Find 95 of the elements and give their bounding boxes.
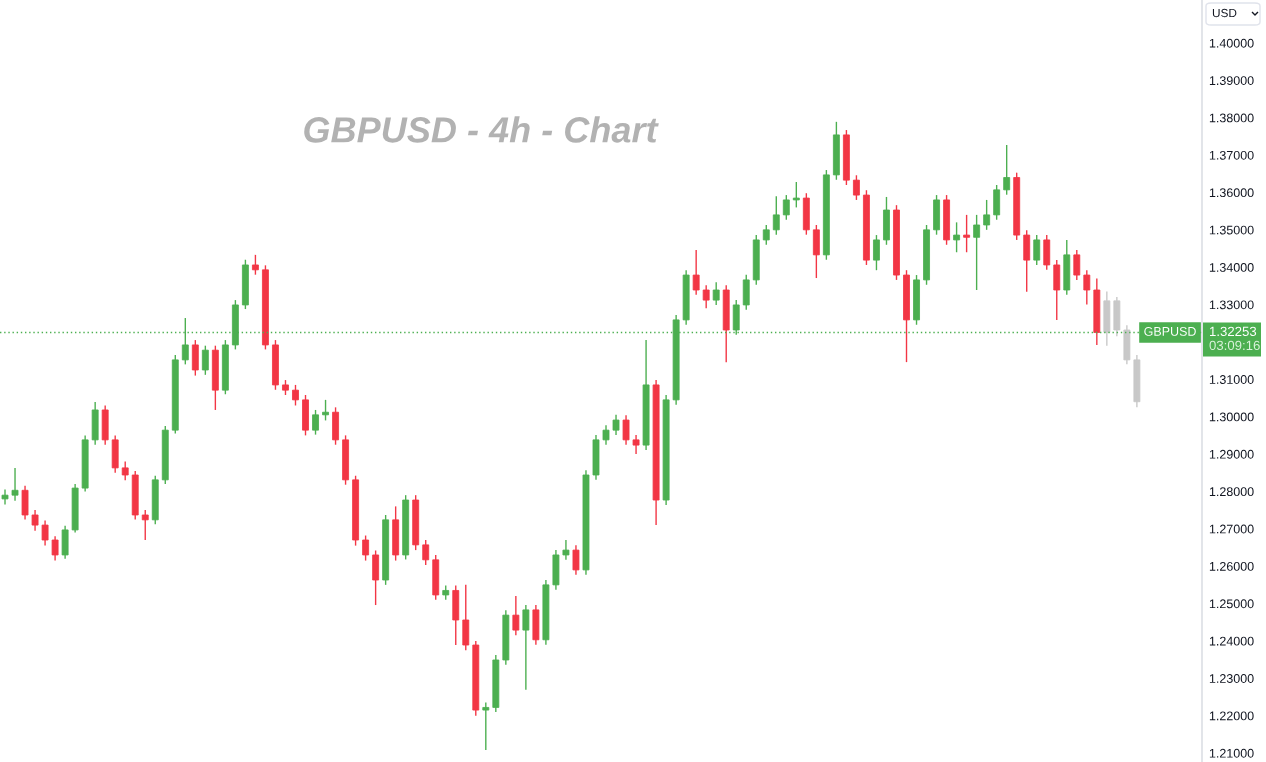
candlestick	[953, 221, 961, 253]
y-tick-label: 1.39000	[1209, 76, 1254, 85]
y-tick-label: 1.29000	[1209, 449, 1254, 459]
candlestick	[31, 509, 39, 532]
candlestick	[983, 199, 991, 231]
candlestick	[41, 519, 49, 547]
y-tick-label: 1.26000	[1209, 561, 1254, 571]
y-tick-label: 1.28000	[1209, 487, 1254, 497]
candlestick	[191, 339, 199, 377]
candlestick	[372, 549, 380, 606]
candlestick	[512, 595, 520, 637]
y-tick-label: 1.36000	[1209, 188, 1254, 198]
y-tick-label: 1.38000	[1209, 113, 1254, 123]
candlestick	[632, 434, 640, 455]
candlestick	[842, 129, 850, 186]
candlestick	[853, 174, 860, 201]
candlestick	[993, 184, 1001, 221]
candlestick	[913, 274, 920, 326]
candlestick	[782, 194, 790, 221]
candlestick	[412, 494, 420, 551]
candlestick	[21, 485, 29, 521]
candlestick	[622, 414, 630, 446]
candlestick	[1113, 296, 1121, 338]
candlestick	[432, 554, 440, 601]
y-tick-label: 1.27000	[1209, 524, 1254, 534]
candlestick	[362, 534, 370, 562]
candlestick	[1123, 324, 1131, 366]
y-tick-label: 1.22000	[1209, 711, 1254, 721]
y-tick-label: 1.21000	[1209, 748, 1254, 758]
candlestick	[312, 409, 319, 436]
y-tick-label: 1.40000	[1209, 38, 1254, 48]
y-tick-label: 1.34000	[1209, 263, 1254, 272]
candlestick	[572, 544, 580, 576]
candlestick	[742, 273, 750, 311]
candlestick	[1023, 229, 1031, 293]
candlestick	[682, 269, 690, 326]
candlestick	[722, 284, 730, 363]
candlestick	[241, 259, 249, 310]
candlestick	[51, 535, 59, 562]
text: USD	[1212, 8, 1237, 18]
candlestick	[1063, 239, 1071, 296]
y-tick-label: 1.25000	[1209, 599, 1254, 609]
candlestick	[1033, 234, 1041, 266]
text: 1.32253	[1210, 326, 1257, 337]
y-tick-label: 1.30000	[1209, 412, 1254, 422]
candlestick	[552, 549, 560, 591]
y-tick-label: 1.35000	[1209, 225, 1254, 235]
y-tick-label: 1.37000	[1209, 150, 1254, 160]
candlestick	[562, 539, 570, 561]
candlestick	[592, 434, 600, 481]
candlestick	[452, 584, 460, 646]
candlestick	[522, 604, 530, 691]
candlestick	[943, 194, 950, 246]
candlestick	[963, 214, 971, 253]
ref-line-label: GBPUSD	[1144, 327, 1196, 336]
candlestick	[772, 195, 780, 236]
candlestick	[11, 467, 19, 502]
candlestick	[141, 509, 149, 541]
candlestick	[792, 181, 800, 209]
candlestick	[292, 384, 299, 407]
y-tick-label: 1.33000	[1209, 300, 1254, 310]
text: GBPUSD - 4h - Chart	[304, 116, 659, 143]
candlestick	[272, 339, 279, 391]
y-tick-label: 1.24000	[1209, 636, 1254, 646]
candlestick	[462, 584, 470, 651]
candlestick	[873, 234, 880, 271]
candlestick	[121, 460, 129, 481]
candlestick	[252, 254, 259, 276]
y-tick-label: 1.23000	[1209, 674, 1254, 683]
candlestick	[903, 269, 910, 363]
candlestick	[221, 339, 229, 395]
candlestick	[762, 224, 770, 246]
candlestick	[81, 434, 89, 493]
candlestick	[612, 414, 620, 436]
candlestick	[131, 470, 139, 521]
y-tick-label: 1.31000	[1209, 375, 1254, 384]
candlestick	[602, 424, 610, 446]
candlestick	[923, 224, 930, 286]
candlestick	[1053, 259, 1061, 321]
candlestick	[973, 214, 981, 291]
candlestick	[832, 121, 840, 181]
candlestick	[1073, 249, 1081, 281]
candlestick	[752, 234, 760, 286]
candlestick	[1043, 234, 1051, 271]
candlestick	[402, 494, 410, 561]
text: 03:09:16	[1209, 340, 1260, 351]
candlestick	[883, 196, 890, 246]
candlestick	[332, 406, 339, 446]
candlestick	[61, 525, 69, 560]
candlestick	[302, 394, 309, 437]
candlestick	[71, 483, 79, 534]
candlestick	[392, 505, 400, 562]
candlestick	[812, 224, 820, 279]
candlestick	[422, 539, 430, 566]
candlestick	[1, 488, 9, 506]
